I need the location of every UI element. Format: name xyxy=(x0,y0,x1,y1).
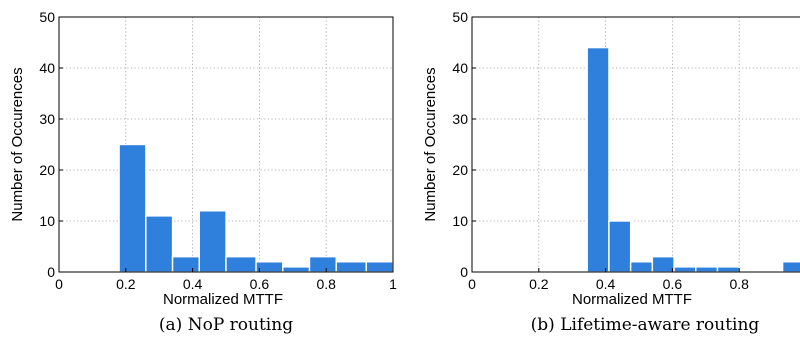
y-axis-label: Number of Occurences xyxy=(422,67,439,221)
x-tick-label: 1 xyxy=(389,276,397,292)
panel-caption: (a) NoP routing xyxy=(159,315,293,335)
y-tick-label: 40 xyxy=(452,60,468,76)
histogram-bar xyxy=(336,262,366,272)
histogram-bar xyxy=(173,257,200,272)
histogram-bar xyxy=(119,145,146,273)
x-tick-label: 0 xyxy=(468,276,476,292)
x-axis-label: Normalized MTTF xyxy=(572,291,692,308)
plot-frame xyxy=(472,17,800,272)
y-tick-label: 30 xyxy=(452,111,468,127)
histogram-bar xyxy=(609,221,631,272)
histogram-bar xyxy=(256,262,283,272)
histogram-bar xyxy=(674,267,696,272)
x-axis-label: Normalized MTTF xyxy=(163,291,283,308)
histogram-bar xyxy=(587,48,609,272)
histogram-bar xyxy=(310,257,337,272)
y-tick-label: 50 xyxy=(39,9,55,25)
y-tick-label: 0 xyxy=(47,264,55,280)
y-tick-label: 20 xyxy=(39,162,55,178)
histogram-bar xyxy=(783,262,800,272)
histogram-bar xyxy=(717,267,739,272)
histogram-bar xyxy=(146,216,173,272)
histogram-bar xyxy=(199,211,226,272)
panel-caption: (b) Lifetime-aware routing xyxy=(531,315,760,335)
y-tick-label: 0 xyxy=(460,264,468,280)
x-tick-label: 0.2 xyxy=(529,276,549,292)
histogram-bar xyxy=(631,262,653,272)
x-tick-label: 0.4 xyxy=(596,276,616,292)
x-tick-label: 0.4 xyxy=(183,276,203,292)
y-tick-label: 10 xyxy=(452,213,468,229)
x-tick-label: 0.8 xyxy=(316,276,336,292)
histogram-bar xyxy=(652,257,674,272)
y-tick-label: 20 xyxy=(452,162,468,178)
x-tick-label: 0.2 xyxy=(116,276,136,292)
x-tick-label: 0.6 xyxy=(250,276,270,292)
y-axis-label: Number of Occurences xyxy=(9,67,26,221)
histogram-bar xyxy=(696,267,718,272)
histogram-bar xyxy=(226,257,256,272)
y-tick-label: 10 xyxy=(39,213,55,229)
y-tick-label: 40 xyxy=(39,60,55,76)
histogram-bar xyxy=(366,262,393,272)
histogram-bar xyxy=(283,267,310,272)
x-tick-label: 0.8 xyxy=(729,276,749,292)
x-tick-label: 0.6 xyxy=(663,276,683,292)
y-tick-label: 50 xyxy=(452,9,468,25)
y-tick-label: 30 xyxy=(39,111,55,127)
x-tick-label: 0 xyxy=(55,276,63,292)
